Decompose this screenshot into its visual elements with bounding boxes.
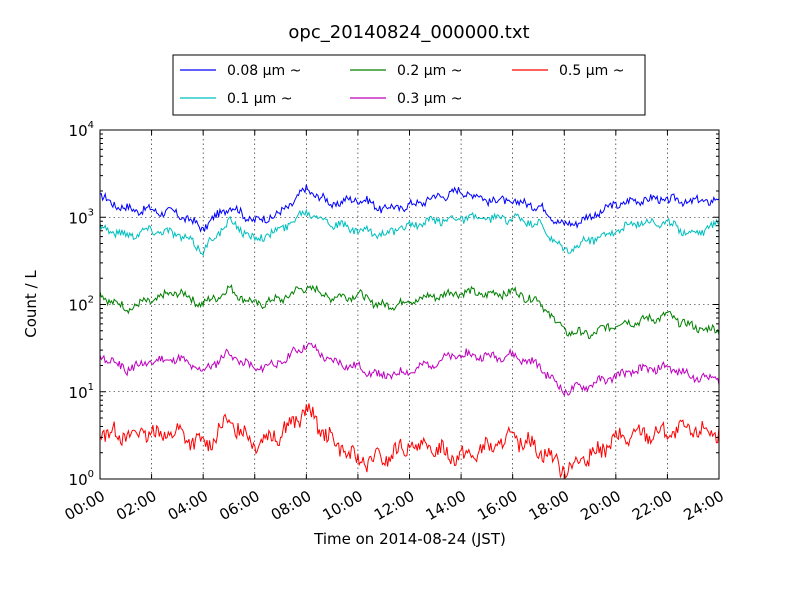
y-tick-label: 102 (69, 295, 94, 315)
y-axis-label: Count / L (22, 270, 40, 338)
x-tick-label: 04:00 (165, 487, 211, 524)
x-tick-label: 00:00 (62, 487, 108, 524)
x-tick-label: 10:00 (319, 487, 365, 524)
x-tick-label: 18:00 (526, 487, 572, 524)
chart-title: opc_20140824_000000.txt (288, 22, 529, 43)
x-tick-label: 16:00 (474, 487, 520, 524)
x-tick-label: 24:00 (681, 487, 727, 524)
legend-label: 0.08 μm ~ (227, 63, 301, 79)
x-tick-label: 14:00 (423, 487, 469, 524)
x-tick-label: 02:00 (113, 487, 159, 524)
series-line (99, 208, 720, 257)
x-tick-label: 06:00 (216, 487, 262, 524)
y-tick-label: 100 (69, 469, 94, 489)
legend-label: 0.5 μm ~ (559, 63, 624, 79)
x-axis-label: Time on 2014-08-24 (JST) (313, 530, 506, 548)
series-line (99, 184, 720, 233)
plot-frame (99, 129, 720, 480)
y-tick-label: 101 (69, 382, 94, 402)
legend-box (172, 54, 646, 116)
series-line (99, 342, 720, 397)
legend-label: 0.2 μm ~ (397, 63, 462, 79)
y-tick-marks: 100 101 102 103 104 (69, 120, 719, 489)
legend: 0.08 μm ~ 0.1 μm ~ 0.2 μm ~ 0.3 μm ~ 0.5 μm … (172, 54, 646, 116)
x-tick-label: 12:00 (371, 487, 417, 524)
grid (100, 130, 719, 479)
legend-label: 0.3 μm ~ (397, 91, 462, 107)
y-tick-label: 103 (69, 207, 94, 227)
series-lines (99, 184, 720, 479)
x-tick-label: 08:00 (268, 487, 314, 524)
series-line (99, 403, 720, 479)
legend-label: 0.1 μm ~ (227, 91, 292, 107)
x-tick-label: 22:00 (629, 487, 675, 524)
x-tick-marks: 00:00 02:00 04:00 06:00 08:00 10:00 12:00 14:00… (62, 130, 727, 524)
y-tick-label: 104 (69, 120, 94, 140)
x-tick-label: 20:00 (577, 487, 623, 524)
series-line (99, 284, 720, 340)
